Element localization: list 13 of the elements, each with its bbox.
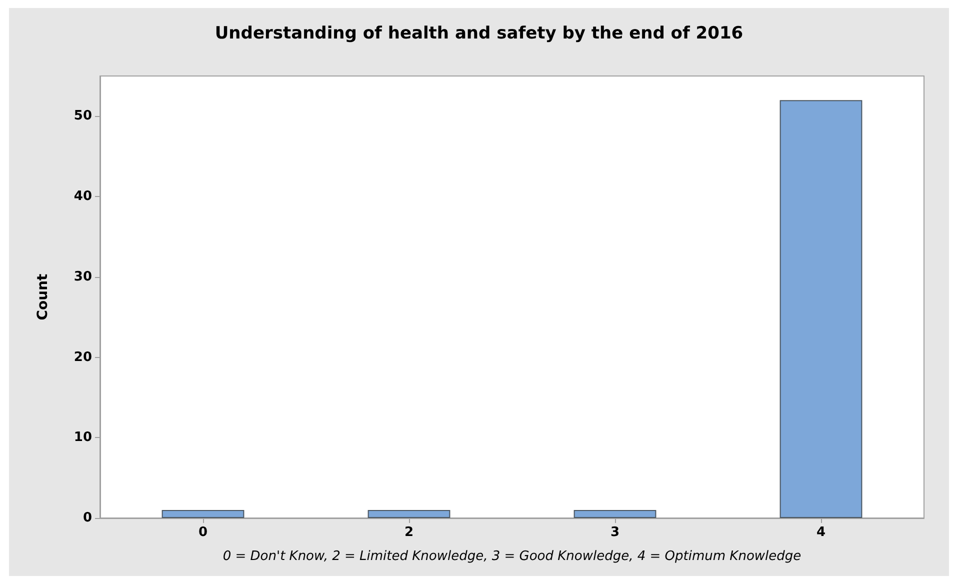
x-tick-label: 0 [198,525,208,540]
x-axis-title: 0 = Don't Know, 2 = Limited Knowledge, 3 = Good Knowledge, 4 = Optimum Knowledge [222,549,802,564]
y-tick-label: 10 [74,430,92,446]
y-tick-label: 0 [82,510,92,526]
y-tick-label: 50 [74,108,92,124]
y-tick-label: 20 [74,350,92,365]
y-tick-label: 40 [74,189,92,204]
x-tick-label: 4 [816,525,826,540]
y-axis-title: Count [35,273,51,320]
x-tick-label: 2 [404,525,414,540]
chart-title: Understanding of health and safety by the end of 2016 [214,24,744,44]
x-tick-label: 3 [610,525,620,540]
y-tick-label: 30 [74,269,92,284]
